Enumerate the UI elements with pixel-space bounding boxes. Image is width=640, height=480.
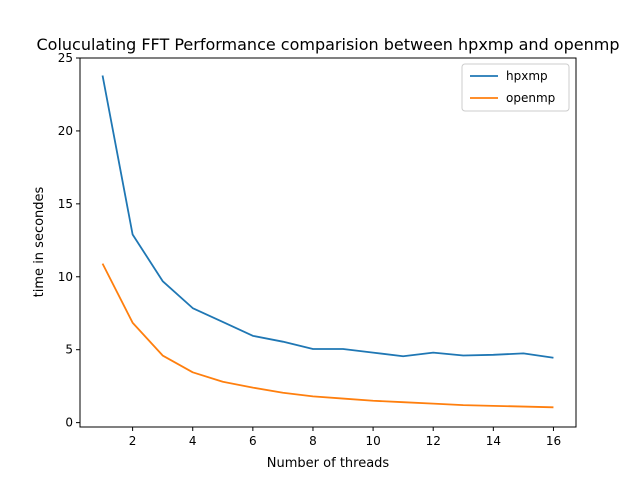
- x-axis-label: Number of threads: [267, 456, 390, 471]
- axes-frame: [79, 57, 577, 428]
- plot-area: 2 4 6 8 10 12 14 16 0 5 10 15 20 25: [58, 51, 561, 448]
- y-tick-label: 20: [58, 124, 73, 138]
- x-tick-label: 8: [309, 434, 317, 448]
- legend-label-hpxmp: hpxmp: [506, 69, 548, 83]
- y-axis-label: time in secondes: [32, 186, 47, 297]
- x-tick-label: 6: [249, 434, 257, 448]
- chart-title: Coluculating FFT Performance comparision…: [37, 35, 620, 54]
- x-tick-label: 16: [546, 434, 561, 448]
- x-tick-label: 4: [189, 434, 197, 448]
- x-tick-label: 12: [426, 434, 441, 448]
- legend-label-openmp: openmp: [506, 91, 555, 105]
- series-line-hpxmp: [101, 75, 554, 359]
- x-tick-label: 2: [129, 434, 137, 448]
- legend: hpxmp openmp: [461, 63, 570, 112]
- series-line-openmp: [101, 263, 554, 409]
- y-tick-label: 25: [58, 51, 73, 65]
- x-tick-label: 14: [486, 434, 501, 448]
- y-tick-label: 15: [58, 197, 73, 211]
- y-tick-label: 0: [65, 416, 73, 430]
- y-tick-label: 10: [58, 270, 73, 284]
- y-tick-label: 5: [65, 343, 73, 357]
- x-tick-label: 10: [365, 434, 380, 448]
